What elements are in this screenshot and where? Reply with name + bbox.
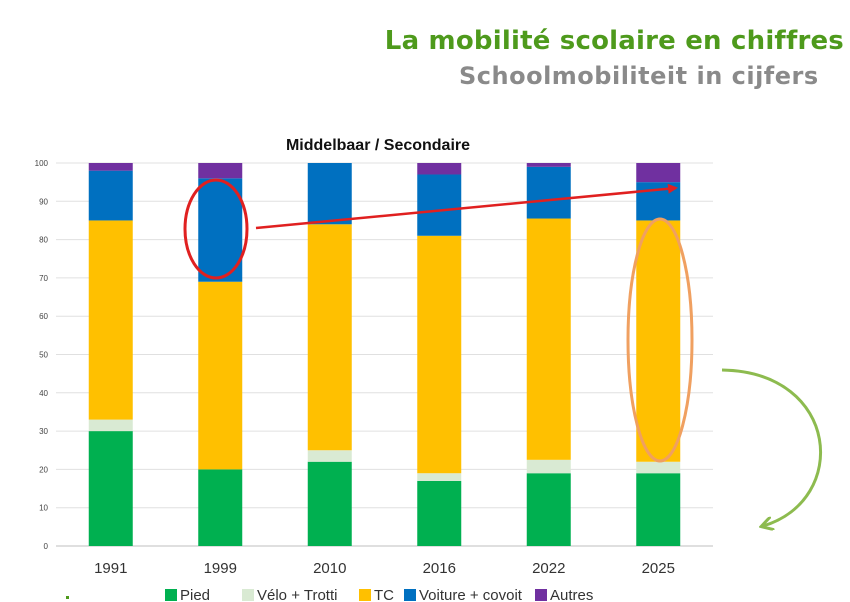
y-tick-label: 20 — [39, 465, 48, 474]
bar-segment — [88, 170, 133, 221]
bar-segment — [88, 419, 133, 432]
bar-segment — [88, 431, 133, 546]
legend-swatch — [359, 589, 371, 601]
bar-segment — [417, 480, 462, 546]
x-tick-label: 2025 — [642, 560, 675, 577]
y-tick-label: 80 — [39, 236, 48, 245]
bar-segment — [636, 220, 681, 462]
chart-title: Middelbaar / Secondaire — [286, 137, 470, 154]
legend-swatch — [242, 589, 254, 601]
y-tick-label: 70 — [39, 274, 48, 283]
bar-segment — [198, 163, 243, 179]
bar-segment — [417, 163, 462, 175]
highlight-ellipse-orange — [626, 217, 694, 463]
bar-segment — [526, 218, 571, 460]
bar-segment — [307, 224, 352, 451]
legend-label: TC — [374, 587, 394, 602]
y-tick-label: 40 — [39, 389, 48, 398]
legend-swatch — [165, 589, 177, 601]
y-tick-label: 50 — [39, 351, 48, 360]
corner-mark — [66, 596, 69, 599]
y-tick-label: 0 — [44, 542, 49, 551]
bar-segment — [417, 174, 462, 236]
y-tick-label: 30 — [39, 427, 48, 436]
bar-segment — [636, 473, 681, 546]
bar-segment — [198, 469, 243, 546]
legend-label: Pied — [180, 587, 210, 602]
bar-segment — [88, 220, 133, 420]
legend-swatch — [404, 589, 416, 601]
y-tick-label: 100 — [35, 159, 49, 168]
y-tick-label: 60 — [39, 312, 48, 321]
bar-segment — [307, 450, 352, 462]
y-tick-label: 10 — [39, 504, 48, 513]
highlight-ellipse-red — [183, 178, 249, 280]
legend-label: Voiture + covoit — [419, 587, 523, 602]
x-tick-label: 2022 — [532, 560, 565, 577]
bar-segment — [307, 461, 352, 546]
trend-arrow — [255, 183, 678, 230]
legend-label: Autres — [550, 587, 593, 602]
bar-segment — [526, 166, 571, 219]
bar-segment — [636, 163, 681, 183]
bar-segment — [307, 163, 352, 225]
bar-segment — [417, 235, 462, 474]
y-tick-label: 90 — [39, 197, 48, 206]
legend-label: Vélo + Trotti — [257, 587, 337, 602]
x-tick-label: 1991 — [94, 560, 127, 577]
bar-segment — [636, 461, 681, 474]
curved-arrow — [721, 368, 822, 526]
bar-segment — [417, 473, 462, 481]
bar-segment — [526, 473, 571, 546]
title-fr: La mobilité scolaire en chiffres — [384, 26, 844, 56]
bar-segment — [198, 178, 243, 282]
title-nl: Schoolmobiliteit in cijfers — [459, 62, 819, 90]
legend-swatch — [535, 589, 547, 601]
bar-segment — [526, 163, 571, 167]
x-tick-label: 2010 — [313, 560, 346, 577]
x-tick-label: 1999 — [204, 560, 237, 577]
x-tick-label: 2016 — [423, 560, 456, 577]
bar-segment — [198, 281, 243, 470]
bar-segment — [88, 163, 133, 171]
bar-segment — [526, 459, 571, 474]
